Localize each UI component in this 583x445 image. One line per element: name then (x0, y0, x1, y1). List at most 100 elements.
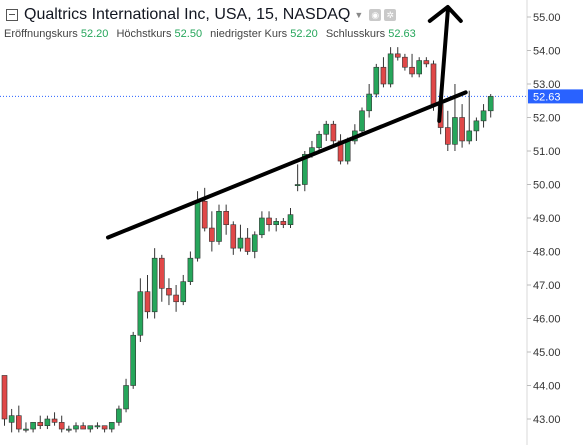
y-tick-label: 55.00 (533, 12, 561, 24)
candle (187, 251, 194, 285)
candle (101, 425, 108, 433)
y-tick-label: 50.00 (533, 180, 561, 192)
candle-body (301, 154, 308, 185)
candle-body (473, 120, 480, 132)
candle (416, 57, 423, 78)
candle (173, 285, 179, 312)
candle (223, 204, 229, 235)
candle (359, 107, 365, 135)
low-label: niedrigster Kurs (210, 28, 288, 40)
high-label: Höchstkurs (116, 28, 172, 40)
candle-body (37, 422, 44, 427)
candle-body (316, 133, 322, 148)
candle-body (180, 281, 187, 303)
close-value: 52.63 (388, 28, 416, 40)
y-tick-label: 54.00 (533, 46, 561, 58)
y-tick-label: 48.00 (533, 247, 561, 259)
candle-body (373, 66, 380, 95)
candle (251, 231, 258, 259)
candle-body (394, 53, 401, 58)
candle (144, 274, 151, 319)
candle (480, 104, 487, 128)
candle (51, 412, 58, 426)
candle (37, 415, 44, 430)
candle-body (166, 288, 172, 296)
candle-body (444, 127, 451, 145)
candle-body (151, 257, 158, 313)
candle-body (466, 130, 473, 142)
candle (466, 90, 473, 145)
candle (80, 422, 86, 430)
candle (209, 211, 215, 252)
eye-icon[interactable]: ◉ (369, 9, 382, 21)
candle-body (380, 66, 387, 85)
candle-body (144, 291, 151, 313)
arrow-shaft (437, 8, 450, 123)
chevron-down-icon[interactable]: ▼ (354, 10, 364, 20)
candle (30, 422, 36, 433)
candle (373, 63, 380, 98)
candle (108, 422, 115, 433)
candle-body (223, 211, 229, 226)
high-value: 52.50 (174, 28, 203, 40)
candle (73, 422, 79, 433)
candle (44, 415, 51, 430)
last-price-badge (528, 89, 583, 104)
open-label: Eröffnungskurs (4, 28, 78, 40)
chart-menu-icon[interactable] (6, 9, 18, 21)
candle (473, 117, 480, 141)
candle (266, 211, 272, 232)
candle (244, 228, 251, 255)
candle-body (216, 211, 222, 242)
candle-body (8, 415, 15, 423)
candle (201, 187, 208, 232)
candle-body (323, 123, 330, 135)
candle (87, 425, 94, 433)
candle-body (44, 418, 51, 426)
candle-body (237, 237, 244, 249)
candle-body (30, 422, 36, 430)
candle (280, 218, 287, 229)
last-price-label: 52.63 (533, 91, 561, 103)
candle (259, 211, 265, 239)
candle (287, 207, 294, 229)
candle (1, 375, 8, 426)
gear-icon[interactable]: ✲ (384, 9, 397, 21)
candle (15, 405, 22, 433)
candle-body (337, 140, 344, 162)
candle-body (480, 110, 487, 122)
y-tick-label: 43.00 (533, 414, 561, 426)
candle-body (1, 375, 8, 420)
candle-body (416, 60, 423, 75)
candle-body (108, 422, 115, 430)
candle-body (366, 93, 372, 112)
candle-body (94, 425, 101, 428)
y-tick-label: 44.00 (533, 381, 561, 393)
candle-body (266, 217, 272, 225)
candle-body (387, 53, 394, 85)
candle-body (244, 237, 251, 252)
y-tick-label: 47.00 (533, 280, 561, 292)
chart-title: Qualtrics International Inc, USA, 15, NA… (24, 6, 351, 23)
candle (216, 204, 222, 245)
candle (444, 110, 451, 151)
candle (459, 104, 465, 148)
y-tick-label: 45.00 (533, 347, 561, 359)
y-tick-label: 52.00 (533, 113, 561, 125)
candle (58, 415, 65, 433)
candle-body (15, 415, 22, 430)
candle (137, 278, 144, 342)
candle-body (194, 200, 201, 259)
candle (402, 53, 408, 71)
candle (387, 47, 394, 88)
candle (409, 53, 415, 78)
candle-body (459, 117, 465, 142)
candle (230, 221, 237, 255)
candle (166, 278, 172, 306)
candle-body (273, 221, 280, 226)
y-tick-label: 53.00 (533, 79, 561, 91)
candle-body (209, 227, 215, 242)
candle (330, 120, 337, 145)
candle-body (423, 60, 430, 65)
